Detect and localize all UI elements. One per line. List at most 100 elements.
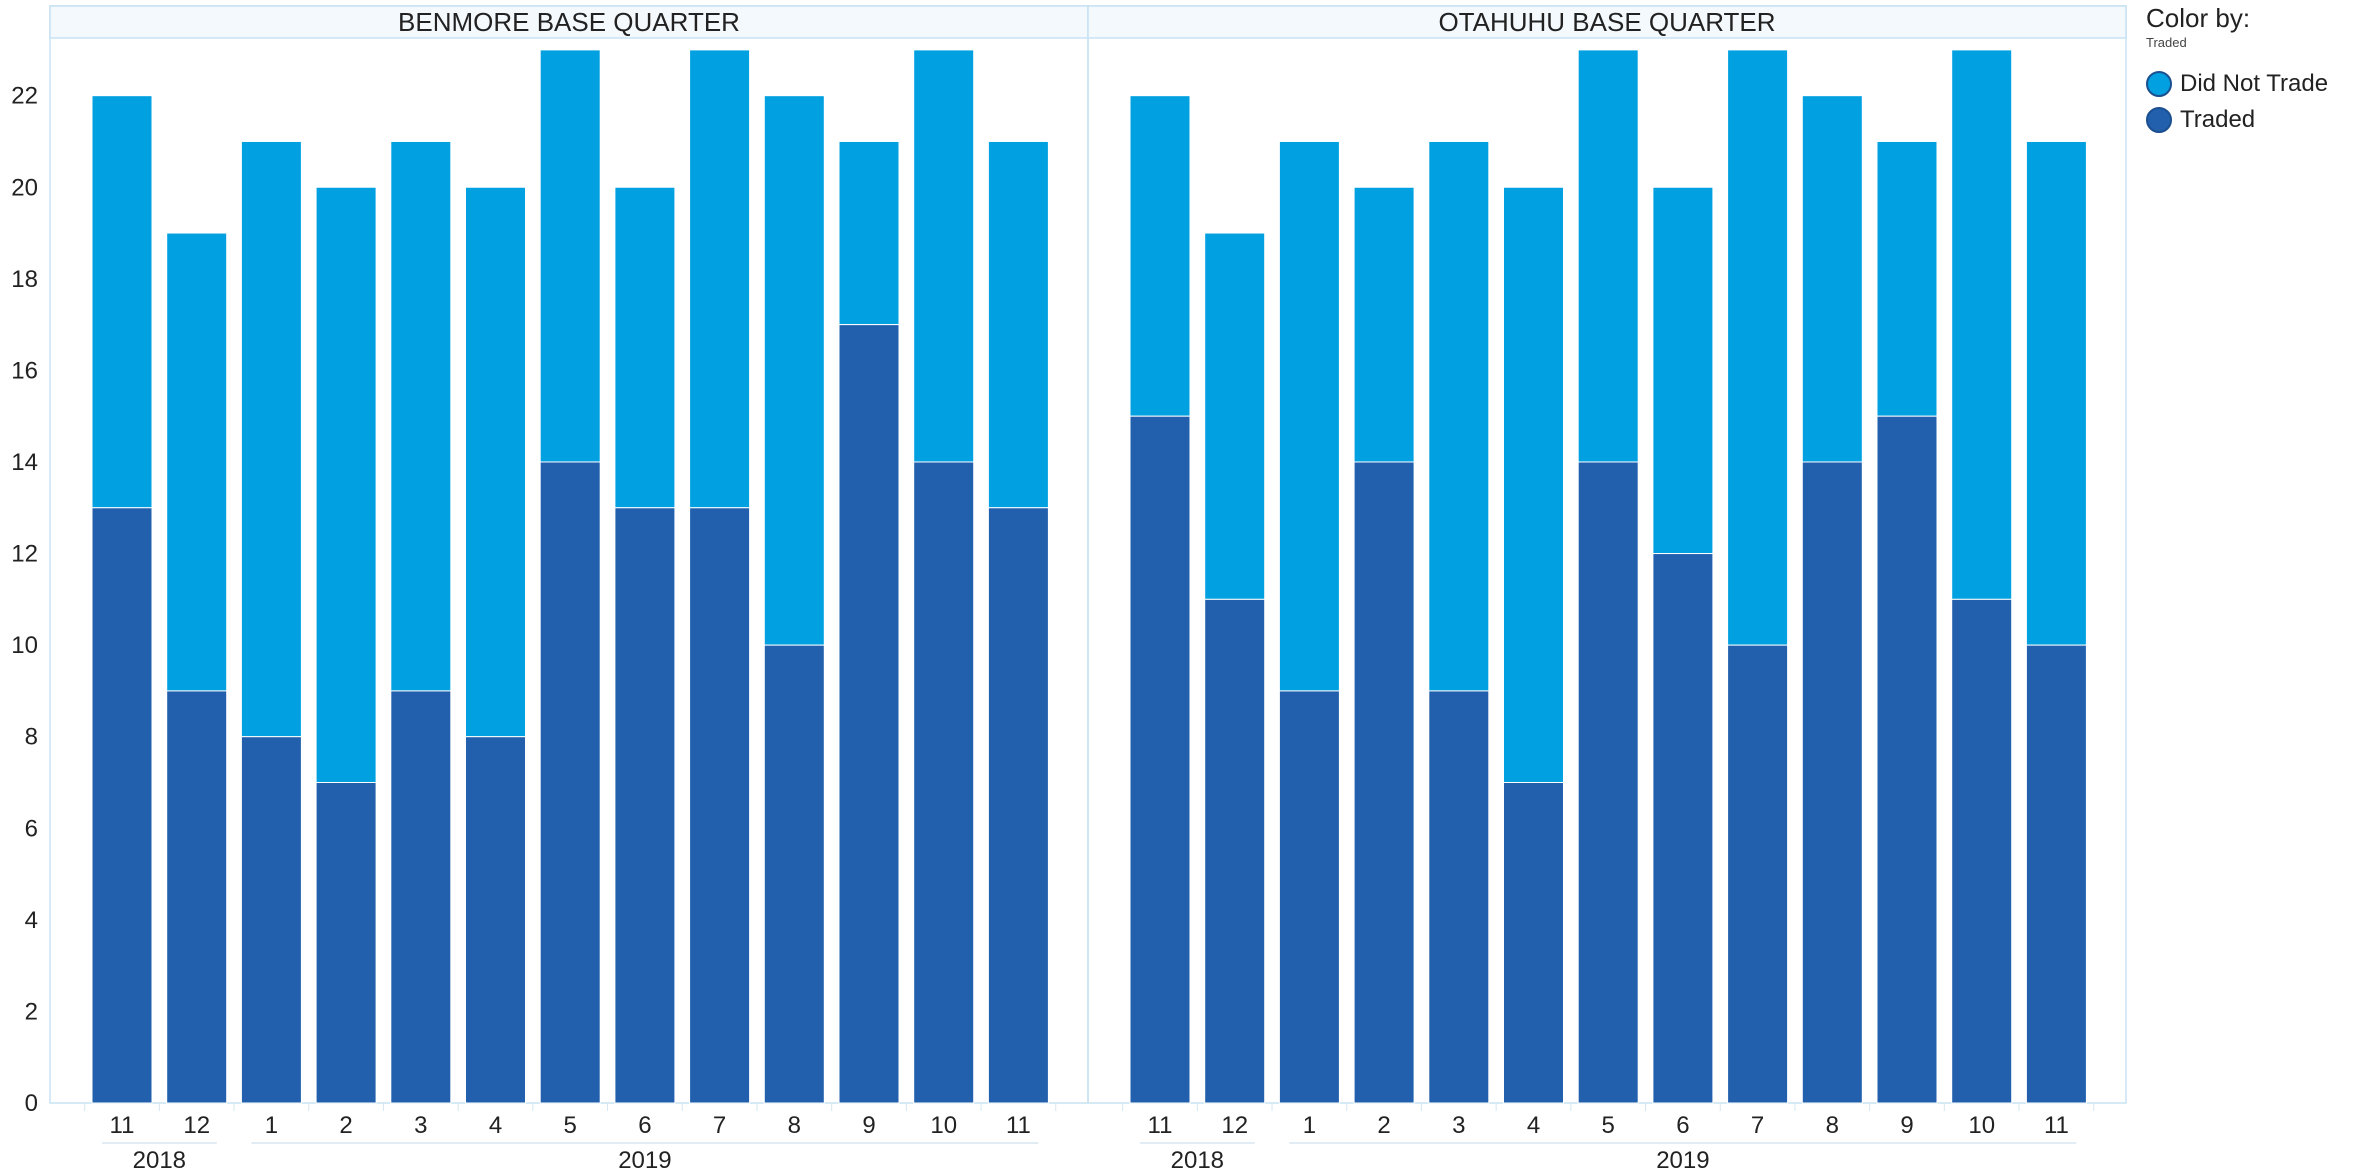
x-tick-label: 11 <box>2044 1112 2069 1139</box>
x-tick-label: 2 <box>1377 1112 1390 1139</box>
y-tick-label: 2 <box>25 998 38 1025</box>
bar-traded <box>1652 553 1714 1104</box>
bar-did-not-trade <box>465 186 526 738</box>
bar-traded <box>1278 690 1340 1104</box>
bar-traded <box>91 507 153 1104</box>
x-year-label: 2018 <box>1171 1147 1224 1171</box>
bar-traded <box>539 461 601 1104</box>
bar-did-not-trade <box>763 95 825 646</box>
panel-title: BENMORE BASE QUARTER <box>398 7 740 37</box>
x-tick-label: 7 <box>713 1112 726 1139</box>
bar-did-not-trade <box>1428 140 1490 692</box>
bar-did-not-trade <box>1727 49 1789 646</box>
y-tick-label: 4 <box>25 907 38 934</box>
y-tick-label: 8 <box>25 724 38 751</box>
bar-did-not-trade <box>689 49 751 509</box>
legend-subtitle: Traded <box>2146 35 2187 50</box>
x-tick-label: 9 <box>1900 1112 1913 1139</box>
x-tick-label: 9 <box>862 1112 875 1139</box>
bar-traded <box>390 690 452 1104</box>
y-tick-label: 20 <box>11 174 38 201</box>
bar-did-not-trade <box>539 49 601 463</box>
bar-traded <box>1129 415 1191 1104</box>
bar-did-not-trade <box>91 95 153 509</box>
bar-traded <box>1727 644 1789 1104</box>
bar-did-not-trade <box>987 140 1049 509</box>
x-tick-label: 12 <box>1221 1112 1248 1139</box>
x-tick-label: 2 <box>339 1112 352 1139</box>
x-tick-label: 11 <box>1148 1112 1173 1139</box>
panel-title: OTAHUHU BASE QUARTER <box>1438 7 1775 37</box>
bar-traded <box>838 324 900 1104</box>
bar-traded <box>763 644 825 1104</box>
x-tick-label: 6 <box>638 1112 651 1139</box>
bar-did-not-trade <box>1503 186 1564 783</box>
y-tick-label: 12 <box>11 541 38 568</box>
bar-traded <box>987 507 1049 1104</box>
x-year-label: 2018 <box>133 1147 186 1171</box>
bar-traded <box>1876 415 1938 1104</box>
legend-item-traded[interactable]: Traded <box>2146 102 2358 138</box>
bar-traded <box>689 507 751 1104</box>
bar-did-not-trade <box>166 232 228 692</box>
bar-traded <box>240 736 302 1104</box>
y-tick-label: 16 <box>11 357 38 384</box>
x-tick-label: 1 <box>265 1112 278 1139</box>
bar-traded <box>2025 644 2087 1104</box>
y-tick-label: 22 <box>11 83 38 110</box>
bar-did-not-trade <box>2025 140 2087 646</box>
bar-traded <box>913 461 975 1104</box>
y-tick-label: 6 <box>25 815 38 842</box>
y-tick-label: 0 <box>25 1090 38 1117</box>
x-tick-label: 12 <box>183 1112 210 1139</box>
bar-did-not-trade <box>240 140 302 738</box>
legend-label-traded: Traded <box>2180 106 2256 133</box>
bar-did-not-trade <box>614 186 676 509</box>
bar-did-not-trade <box>1652 186 1714 555</box>
x-tick-label: 5 <box>564 1112 577 1139</box>
bar-did-not-trade <box>1353 186 1415 463</box>
legend-title: Color by: <box>2146 3 2251 33</box>
x-tick-label: 8 <box>1826 1112 1839 1139</box>
panel-header <box>49 5 1089 39</box>
bar-did-not-trade <box>1577 49 1639 463</box>
legend-swatch-traded <box>2146 107 2172 133</box>
bar-did-not-trade <box>315 186 377 783</box>
x-tick-label: 4 <box>1527 1112 1540 1139</box>
x-tick-label: 5 <box>1602 1112 1615 1139</box>
bar-traded <box>1577 461 1639 1104</box>
x-tick-label: 8 <box>788 1112 801 1139</box>
legend: Color by: Traded Did Not Trade Traded <box>2146 2 2358 138</box>
bar-traded <box>1353 461 1415 1104</box>
bar-did-not-trade <box>1876 140 1938 417</box>
legend-label-did-not-trade: Did Not Trade <box>2180 70 2329 97</box>
panel-header <box>1087 5 2127 39</box>
bar-did-not-trade <box>1278 140 1340 692</box>
x-tick-label: 11 <box>110 1112 135 1139</box>
bar-traded <box>1951 598 2013 1104</box>
x-tick-label: 1 <box>1303 1112 1316 1139</box>
bar-did-not-trade <box>1204 232 1266 600</box>
bar-traded <box>166 690 228 1104</box>
bar-traded <box>1801 461 1863 1104</box>
x-tick-label: 10 <box>1968 1112 1995 1139</box>
bar-traded <box>315 781 377 1104</box>
bar-did-not-trade <box>1801 95 1863 463</box>
x-tick-label: 7 <box>1751 1112 1764 1139</box>
x-tick-label: 6 <box>1676 1112 1689 1139</box>
bar-did-not-trade <box>1951 49 2013 600</box>
x-tick-label: 3 <box>414 1112 427 1139</box>
legend-item-did-not-trade[interactable]: Did Not Trade <box>2146 66 2358 102</box>
x-tick-label: 11 <box>1006 1112 1031 1139</box>
y-tick-label: 14 <box>11 449 38 476</box>
bar-traded <box>1204 598 1266 1104</box>
legend-swatch-did-not-trade <box>2146 71 2172 97</box>
bar-did-not-trade <box>1129 95 1191 417</box>
x-tick-label: 3 <box>1452 1112 1465 1139</box>
x-year-label: 2019 <box>1656 1147 1709 1171</box>
bar-traded <box>465 736 526 1104</box>
y-tick-label: 10 <box>11 632 38 659</box>
bar-traded <box>1428 690 1490 1104</box>
